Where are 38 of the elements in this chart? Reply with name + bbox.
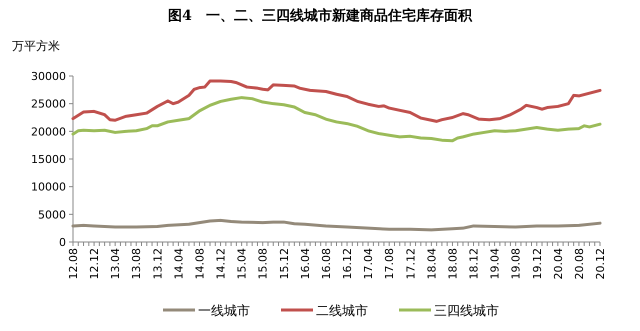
x-tick-label: 14.12 [214, 248, 228, 280]
x-tick-label: 20.04 [552, 248, 565, 280]
x-tick-label: 17.12 [404, 248, 418, 280]
x-tick-label: 17.04 [362, 248, 376, 280]
x-tick-label: 20.12 [594, 248, 607, 280]
x-tick-label: 15.04 [236, 248, 249, 280]
y-tick-label: 0 [59, 236, 66, 249]
y-axis-title: 万平方米 [12, 39, 60, 53]
x-tick-label: 16.08 [320, 248, 333, 280]
x-tick-label: 18.12 [468, 248, 481, 280]
y-tick-label: 20000 [31, 125, 66, 138]
x-tick-label: 17.08 [383, 248, 396, 280]
x-tick-label: 13.08 [130, 248, 144, 280]
x-tick-label: 16.04 [298, 248, 312, 280]
x-tick-label: 18.08 [446, 248, 460, 280]
x-tick-label: 19.12 [530, 248, 544, 280]
legend-label: 三四线城市 [434, 304, 499, 319]
legend-label: 一线城市 [198, 304, 250, 319]
y-tick-label: 10000 [31, 180, 66, 194]
x-tick-label: 19.04 [488, 248, 502, 280]
legend-label: 二线城市 [316, 304, 368, 319]
x-tick-label: 15.08 [256, 248, 270, 280]
x-tick-label: 19.08 [510, 248, 523, 280]
chart-title: 图4 一、二、三四线城市新建商品住宅库存面积 [168, 7, 473, 24]
x-tick-label: 20.08 [572, 248, 586, 280]
x-tick-label: 15.12 [278, 248, 291, 280]
y-tick-label: 30000 [31, 70, 66, 83]
x-tick-label: 12.08 [67, 248, 80, 280]
x-tick-label: 18.04 [425, 248, 438, 280]
y-tick-label: 25000 [31, 98, 66, 111]
x-tick-label: 12.12 [88, 248, 102, 280]
x-tick-label: 16.12 [341, 248, 354, 280]
y-tick-label: 15000 [31, 153, 66, 166]
x-tick-label: 14.08 [193, 248, 206, 280]
x-tick-label: 14.04 [172, 248, 186, 280]
y-tick-label: 5000 [38, 208, 66, 222]
x-tick-label: 13.04 [109, 248, 122, 280]
x-tick-label: 13.12 [151, 248, 164, 280]
